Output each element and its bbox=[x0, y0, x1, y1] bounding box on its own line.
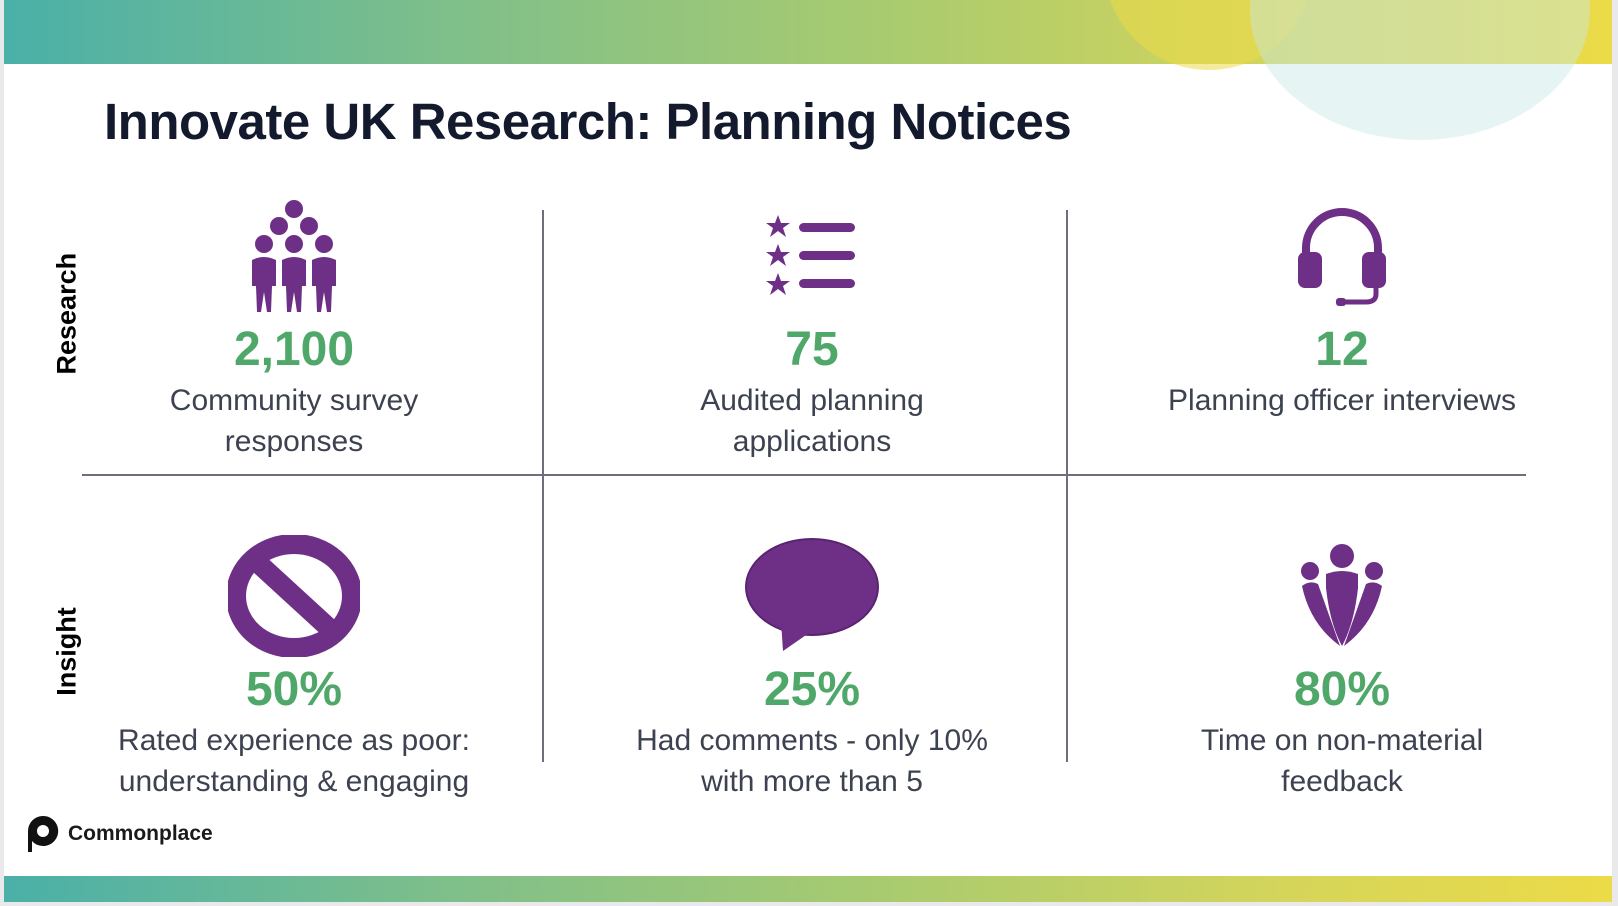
stat-label: Audited planning applications bbox=[592, 380, 1032, 462]
stat-audited-applications: 75 Audited planning applications bbox=[592, 190, 1032, 462]
stat-label: Rated experience as poor: understanding … bbox=[74, 720, 514, 802]
stat-label-line1: Time on non-material bbox=[1200, 724, 1484, 757]
stat-value: 80% bbox=[1293, 663, 1391, 716]
star-list-icon bbox=[592, 190, 1032, 322]
headset-icon bbox=[1122, 190, 1562, 322]
stat-label-line2: understanding & engaging bbox=[118, 765, 470, 798]
stat-label: Community survey responses bbox=[74, 380, 514, 462]
stat-survey-responses: 2,100 Community survey responses bbox=[74, 190, 514, 462]
stat-label-line2: responses bbox=[224, 425, 364, 458]
stat-label-line2: feedback bbox=[1281, 765, 1403, 798]
divider-horizontal bbox=[82, 474, 1526, 476]
team-icon bbox=[1122, 530, 1562, 662]
stat-value: 25% bbox=[763, 663, 861, 716]
stat-label-line1: Community survey bbox=[169, 384, 419, 417]
stat-label: Had comments - only 10% with more than 5 bbox=[592, 720, 1032, 802]
stat-rated-poor: 50% Rated experience as poor: understand… bbox=[74, 530, 514, 802]
stat-value: 50% bbox=[245, 663, 343, 716]
commonplace-logo-icon bbox=[28, 815, 59, 852]
stat-officer-interviews: 12 Planning officer interviews bbox=[1122, 190, 1562, 421]
stat-value: 75 bbox=[785, 323, 839, 376]
divider-vertical-2 bbox=[1066, 210, 1068, 762]
stat-label-line2: applications bbox=[732, 425, 892, 458]
stat-had-comments: 25% Had comments - only 10% with more th… bbox=[592, 530, 1032, 802]
prohibited-icon bbox=[74, 530, 514, 662]
stat-label-line2: with more than 5 bbox=[701, 765, 923, 798]
commonplace-logo: Commonplace bbox=[26, 814, 213, 854]
people-group-icon bbox=[74, 190, 514, 322]
stat-value: 12 bbox=[1315, 323, 1369, 376]
bottom-gradient-band bbox=[4, 876, 1612, 902]
divider-vertical-1 bbox=[542, 210, 544, 762]
brand-name: Commonplace bbox=[68, 822, 213, 845]
top-gradient-band bbox=[4, 0, 1612, 64]
stat-label: Time on non-material feedback bbox=[1122, 720, 1562, 802]
stat-label: Planning officer interviews bbox=[1122, 380, 1562, 421]
slide: Innovate UK Research: Planning Notices R… bbox=[4, 0, 1612, 902]
speech-bubble-icon bbox=[592, 530, 1032, 662]
stat-label-line1: Rated experience as poor: bbox=[118, 724, 470, 757]
page-title: Innovate UK Research: Planning Notices bbox=[104, 93, 1072, 150]
stat-label-line1: Planning officer interviews bbox=[1168, 384, 1516, 417]
stat-label-line1: Audited planning bbox=[700, 384, 924, 417]
decorative-circle-teal bbox=[1250, 0, 1590, 140]
stat-label-line1: Had comments - only 10% bbox=[636, 724, 988, 757]
stat-non-material-time: 80% Time on non-material feedback bbox=[1122, 530, 1562, 802]
stat-value: 2,100 bbox=[233, 323, 355, 376]
